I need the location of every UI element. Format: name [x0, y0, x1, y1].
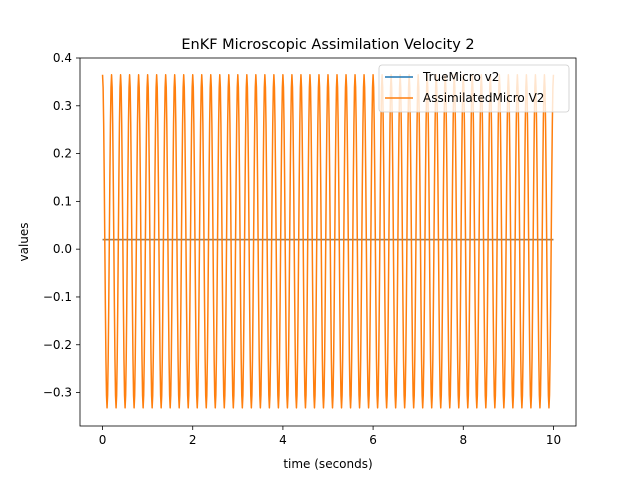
y-axis-label: values: [17, 222, 31, 261]
chart-title: EnKF Microscopic Assimilation Velocity 2: [181, 37, 474, 53]
x-tick-label: 0: [99, 433, 107, 447]
y-tick-label: 0.1: [53, 194, 72, 208]
y-tick-label: −0.1: [43, 290, 72, 304]
x-tick-label: 10: [546, 433, 561, 447]
y-tick-label: 0.2: [53, 147, 72, 161]
x-axis-label: time (seconds): [283, 457, 372, 471]
y-tick-label: 0.0: [53, 242, 72, 256]
legend: TrueMicro v2 AssimilatedMicro V2: [378, 64, 570, 113]
legend-label-true-micro: TrueMicro v2: [422, 70, 499, 84]
series-line-assimilated-micro: [101, 73, 555, 409]
x-tick-label: 6: [369, 433, 377, 447]
y-axis-ticks: −0.3 −0.2 −0.1 0.0 0.1 0.2 0.3 0.4: [43, 51, 80, 400]
y-tick-label: 0.4: [53, 51, 72, 65]
x-axis-ticks: 0 2 4 6 8 10: [99, 426, 561, 447]
legend-frame: [378, 64, 570, 113]
y-tick-label: 0.3: [53, 99, 72, 113]
y-tick-label: −0.3: [43, 386, 72, 400]
x-tick-label: 8: [459, 433, 467, 447]
axes-frame: [79, 57, 577, 427]
plot-area: [79, 57, 577, 427]
series-layer: [101, 73, 555, 409]
legend-label-assimilated-micro: AssimilatedMicro V2: [423, 91, 544, 105]
x-tick-label: 4: [279, 433, 287, 447]
x-tick-label: 2: [189, 433, 197, 447]
y-tick-label: −0.2: [43, 338, 72, 352]
